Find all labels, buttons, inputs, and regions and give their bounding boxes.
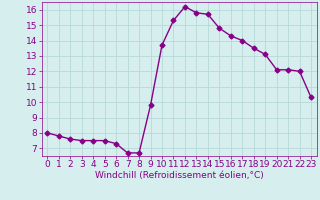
- X-axis label: Windchill (Refroidissement éolien,°C): Windchill (Refroidissement éolien,°C): [95, 171, 264, 180]
